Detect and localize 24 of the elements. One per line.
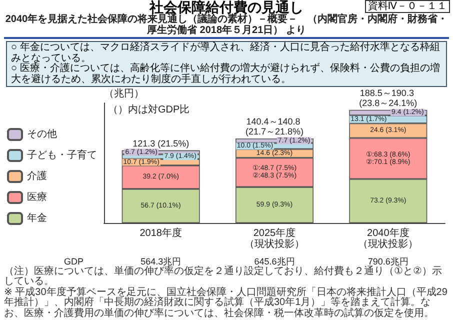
legend-label: 子ども・子育て (27, 149, 97, 161)
text: ※ 平成30年度予算ベースを足元に、国立社会保障・人口問題研究所「日本の将来推計人口（平成29年推計）」、内閣府「中長期の経済財政に関する試算（平成30年1月）」等を踏まえて計算。なお、医療・介護費用の単価の伸び率については、社会保障・税一体改革時の試算の仮定を使用。 (4, 286, 448, 319)
total-label: 121.3 (21.5%) (132, 138, 190, 148)
legend-label: 医療 (27, 191, 47, 203)
text: ○ 医療・介護については、高齢化等に伴い給付費の増大が避けられず、保険料・公費の負担の増大を避けるため、累次にわたり制度の手直しが行われている。 (11, 63, 441, 85)
text: （注）医療については、単価の伸び率の仮定を２通り設定しており、給付費も２通り（①と②）示している。 (4, 266, 443, 287)
text: ○ 年金については、マクロ経済スライドが導入され、経済・人口に見合った給付水準となる枠組みとなっている。 (11, 42, 441, 64)
x-tick-label: 2040年度（現状投影） (358, 227, 418, 250)
text: 645.6兆円 (254, 256, 295, 266)
legend-label: 介護 (27, 170, 47, 182)
legend-label: その他 (27, 128, 57, 140)
chart-subtitle: 2040年を見据えた社会保障の将来見通し（議論の素材）－概要－ （内閣官房・内閣府・財務省・厚生労働省 2018年５月21日） より (4, 14, 449, 39)
annotation: （）内は対GDP比 (108, 104, 190, 116)
legend-label: 年金 (27, 212, 47, 224)
text: 564.3兆円 (140, 256, 182, 266)
text: 790.6兆円 (368, 256, 408, 266)
x-tick-label: 2018年度 (140, 227, 182, 239)
y-axis-title: （兆円） (104, 88, 144, 100)
total-label: 140.4～140.8 (21.7～21.8%) (245, 116, 304, 136)
text: GDP (64, 256, 84, 266)
x-tick-label: 2025年度（現状投影） (244, 227, 304, 250)
text: 資料Ⅳ－０－１１ (364, 0, 450, 13)
total-label: 188.5～190.3 (23.8～24.1%) (359, 88, 418, 108)
chart-title: 社会保障給付費の見通し (150, 0, 304, 15)
